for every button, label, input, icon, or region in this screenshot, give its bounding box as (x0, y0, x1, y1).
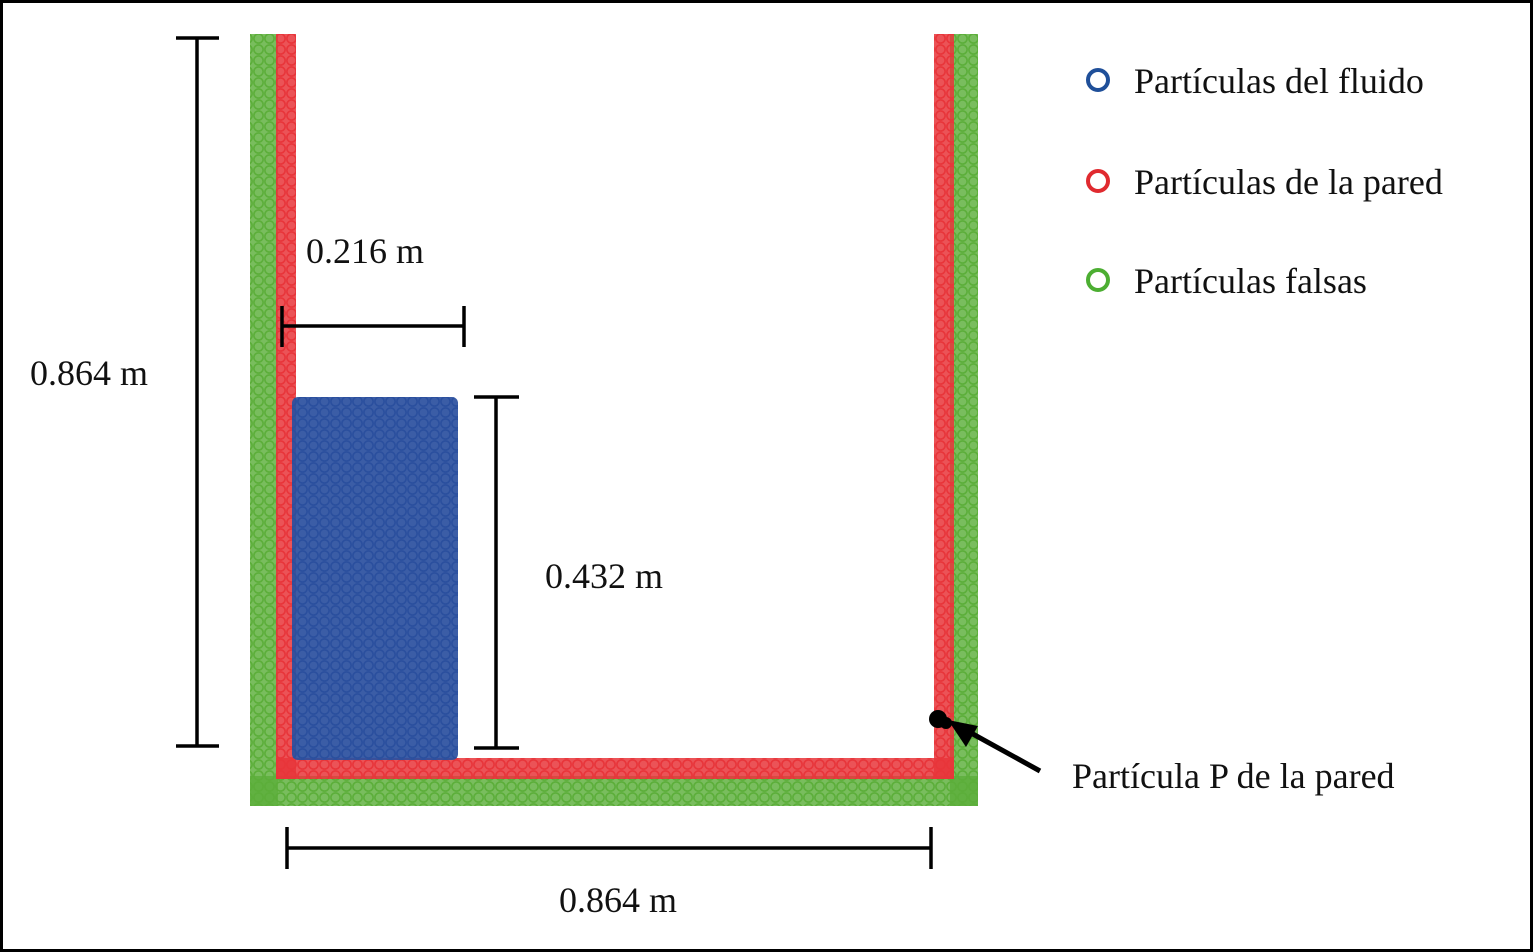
wall-marker-icon (1086, 169, 1110, 193)
legend-item-wall: Partículas de la pared (1086, 162, 1443, 202)
wall-particles (276, 34, 954, 779)
ghost-marker-icon (1086, 268, 1110, 292)
tank-height-dimension (176, 36, 219, 748)
legend-label-wall: Partículas de la pared (1134, 162, 1443, 202)
fluid-column (292, 397, 458, 760)
tank-width-label: 0.864 m (559, 880, 677, 920)
column-width-label: 0.216 m (306, 231, 424, 271)
legend-label-ghost: Partículas falsas (1134, 261, 1367, 301)
legend-item-fluid: Partículas del fluido (1086, 61, 1424, 101)
particle-p-marker (929, 710, 952, 729)
legend-label-fluid: Partículas del fluido (1134, 61, 1424, 101)
column-width-dimension (280, 306, 466, 347)
column-height-label: 0.432 m (545, 556, 663, 596)
legend-item-ghost: Partículas falsas (1086, 261, 1367, 301)
legend: Partículas del fluido Partículas de la p… (1086, 61, 1443, 301)
ghost-particles (250, 34, 978, 806)
tank-height-label: 0.864 m (30, 353, 148, 393)
fluid-marker-icon (1086, 68, 1110, 92)
particle-p-arrow (948, 720, 1042, 774)
tank-width-dimension (285, 827, 933, 869)
particle-p-label: Partícula P de la pared (1072, 756, 1395, 796)
column-height-dimension (474, 395, 519, 750)
